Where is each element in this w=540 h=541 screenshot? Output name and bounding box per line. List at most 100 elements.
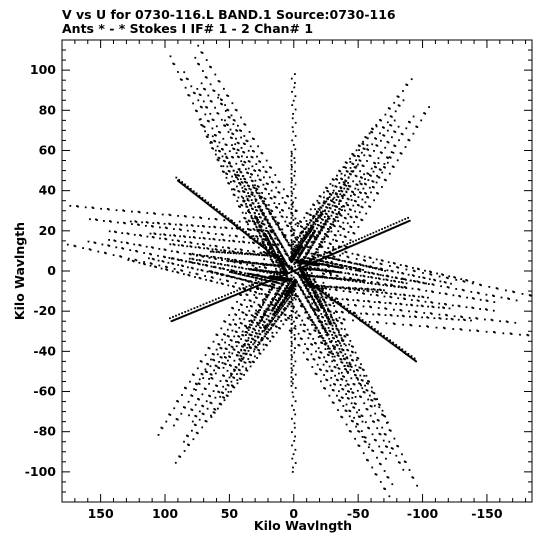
uv-point: [304, 268, 306, 270]
uv-point: [433, 278, 435, 281]
uv-point: [224, 347, 227, 350]
uv-point: [330, 223, 333, 226]
uv-point: [94, 242, 97, 244]
uv-point: [355, 159, 357, 162]
uv-point: [190, 224, 193, 226]
uv-point: [290, 251, 293, 253]
uv-point: [325, 360, 327, 363]
uv-point: [445, 303, 447, 306]
uv-point: [333, 219, 336, 222]
uv-point: [261, 288, 263, 291]
uv-point: [277, 265, 280, 268]
uv-point: [375, 125, 378, 128]
uv-point: [284, 252, 287, 255]
uv-point: [340, 206, 343, 208]
uv-point: [326, 379, 329, 382]
uv-point: [360, 363, 362, 366]
uv-point: [288, 281, 291, 284]
uv-point: [333, 196, 336, 199]
uv-point: [401, 281, 404, 284]
uv-point: [391, 270, 394, 273]
uv-point: [499, 320, 501, 323]
uv-point: [356, 356, 359, 359]
uv-point: [294, 327, 297, 330]
uv-point: [379, 301, 381, 304]
uv-point: [253, 242, 255, 245]
uv-point: [274, 312, 276, 315]
uv-point: [350, 216, 353, 219]
uv-point: [205, 260, 208, 263]
uv-point: [349, 268, 352, 271]
uv-point: [165, 238, 168, 241]
uv-point: [253, 211, 256, 214]
uv-point: [510, 333, 513, 335]
uv-point: [373, 199, 375, 202]
uv-point: [462, 280, 465, 282]
uv-point: [307, 251, 309, 254]
uv-point: [259, 333, 262, 336]
uv-point: [339, 399, 341, 402]
uv-point: [332, 178, 335, 181]
uv-point: [321, 288, 324, 291]
uv-point: [307, 337, 310, 339]
uv-point: [256, 230, 259, 232]
uv-point: [399, 264, 402, 266]
uv-point: [264, 218, 267, 221]
uv-point: [320, 321, 322, 324]
uv-point: [309, 208, 312, 211]
uv-point: [317, 336, 320, 338]
uv-point: [319, 292, 322, 295]
uv-point: [425, 282, 427, 285]
uv-point: [302, 282, 305, 285]
uv-point: [155, 266, 157, 268]
uv-point: [301, 261, 304, 263]
uv-point: [209, 250, 212, 253]
uv-point: [217, 250, 220, 253]
uv-point: [243, 318, 246, 321]
uv-point: [149, 264, 152, 267]
uv-point: [313, 287, 316, 290]
uv-point: [257, 246, 260, 249]
uv-point: [136, 250, 139, 253]
uv-point: [285, 307, 287, 310]
uv-point: [352, 273, 354, 276]
uv-point: [231, 276, 233, 279]
uv-point: [263, 321, 266, 324]
uv-point: [275, 259, 278, 262]
uv-point: [249, 290, 252, 292]
uv-point: [214, 106, 216, 109]
uv-point: [255, 253, 258, 256]
uv-point: [280, 292, 283, 295]
uv-point: [342, 290, 345, 292]
uv-point: [336, 394, 338, 397]
uv-point: [186, 245, 189, 248]
uv-point: [77, 205, 79, 208]
uv-point: [373, 421, 375, 423]
uv-point: [370, 130, 373, 133]
uv-point: [348, 390, 350, 393]
uv-point: [173, 243, 176, 246]
uv-point: [300, 278, 303, 281]
uv-point: [233, 240, 236, 243]
uv-point: [234, 248, 237, 250]
uv-point: [317, 307, 319, 310]
uv-point: [320, 320, 322, 323]
uv-point: [326, 206, 329, 209]
uv-point: [327, 251, 330, 254]
uv-point: [293, 278, 296, 281]
uv-point: [231, 227, 233, 230]
uv-point: [307, 257, 310, 259]
uv-point: [270, 255, 273, 258]
uv-point: [347, 383, 350, 386]
uv-point: [206, 231, 209, 234]
uv-point: [338, 333, 341, 336]
uv-point: [327, 316, 330, 318]
uv-point: [296, 245, 299, 247]
uv-point: [390, 292, 393, 295]
uv-point: [313, 292, 316, 295]
uv-point: [208, 238, 211, 240]
uv-point: [264, 270, 267, 273]
uv-point: [212, 251, 215, 253]
uv-point: [226, 264, 229, 266]
uv-point: [247, 223, 249, 226]
